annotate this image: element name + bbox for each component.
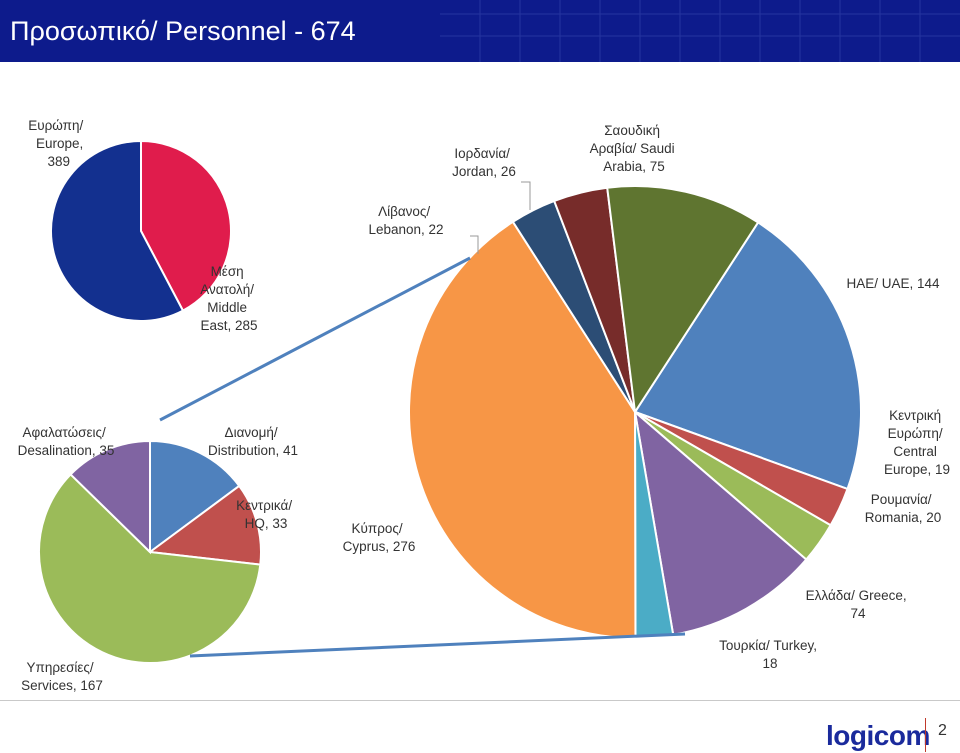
label-saudi-line-2: Αραβία/ Saudi [590,141,675,156]
label-services-line-2: Services, 167 [21,678,103,693]
pie-regions-slice-1 [50,139,185,322]
label-central-europe-line-1: Κεντρική [889,408,941,423]
label-turkey: Τουρκία/ Turkey, 18 [719,638,821,671]
logicom-logo: logicom [826,720,930,751]
label-desalination: Αφαλατώσεις/ Desalination, 35 [18,425,115,458]
connector-line-top [159,256,471,422]
pie-countries-slice-0 [633,221,862,491]
pie-countries-slice-8 [606,185,760,415]
label-central-europe-line-4: Europe, 19 [884,462,950,477]
label-romania: Ρουμανία/ Romania, 20 [865,492,942,525]
label-jordan-line-1: Ιορδανία/ [454,146,510,161]
label-cyprus-line-1: Κύπρος/ [352,521,403,536]
label-turkey-line-1: Τουρκία/ Turkey, [719,638,817,653]
label-jordan-line-2: Jordan, 26 [452,164,516,179]
label-romania-line-2: Romania, 20 [865,510,942,525]
label-cyprus-line-2: Cyprus, 276 [343,539,416,554]
pie-europe-breakdown-slice-1 [147,484,262,566]
label-central-europe: Κεντρική Ευρώπη/ Central Europe, 19 [884,408,950,477]
label-middle-east-line-2: Ανατολή/ [200,282,254,297]
label-desalination-line-2: Desalination, 35 [18,443,115,458]
label-middle-east: Μέση Ανατολή/ Middle East, 285 [200,264,257,333]
connector-line-bottom [189,632,686,658]
pie-europe-breakdown-slice-0 [149,439,241,554]
footer-accent-bar [925,718,926,752]
label-services: Υπηρεσίες/ Services, 167 [21,660,103,693]
label-turkey-line-2: 18 [762,656,777,671]
pie-europe-breakdown-slice-3 [69,439,151,555]
label-romania-line-1: Ρουμανία/ [871,492,932,507]
label-distribution-line-2: Distribution, 41 [208,443,298,458]
label-jordan: Ιορδανία/ Jordan, 26 [452,146,516,179]
label-distribution: Διανομή/ Distribution, 41 [208,425,298,458]
label-greece-line-1: Ελλάδα/ Greece, [806,588,907,603]
label-saudi-line-3: Arabia, 75 [603,159,665,174]
label-middle-east-line-1: Μέση [211,264,244,279]
label-hq: Κεντρικά/ HQ, 33 [236,498,296,531]
label-lebanon-line-2: Lebanon, 22 [368,222,443,237]
label-services-line-1: Υπηρεσίες/ [27,660,94,675]
label-greece-line-2: 74 [850,606,866,621]
pie-europe-breakdown-slice-2 [38,472,262,664]
pie-regions-slice-0 [140,139,232,312]
label-middle-east-line-4: East, 285 [200,318,257,333]
label-desalination-line-1: Αφαλατώσεις/ [23,425,106,440]
label-europe-line-3: 389 [47,154,70,169]
personnel-pie-charts: Ευρώπη/ Europe, 389 Μέση Ανατολή/ Middle… [18,118,950,693]
label-lebanon: Λίβανος/ Lebanon, 22 [368,204,443,237]
label-distribution-line-1: Διανομή/ [225,425,278,440]
label-central-europe-line-2: Ευρώπη/ [888,426,943,441]
footer-divider [0,700,960,701]
label-greece: Ελλάδα/ Greece, 74 [806,588,911,621]
label-central-europe-line-3: Central [893,444,937,459]
label-middle-east-line-3: Middle [207,300,247,315]
page-title: Προσωπικό/ Personnel - 674 [10,16,356,46]
label-europe-line-2: Europe, [36,136,83,151]
label-uae: ΗΑΕ/ UAE, 144 [846,276,940,291]
label-saudi-line-1: Σαουδική [604,123,660,138]
leader-line-jordan [521,181,531,210]
label-hq-line-2: HQ, 33 [245,516,288,531]
label-hq-line-1: Κεντρικά/ [236,498,292,513]
label-europe: Ευρώπη/ Europe, 389 [28,118,87,169]
header-grid-pattern [440,0,960,62]
label-saudi-arabia: Σαουδική Αραβία/ Saudi Arabia, 75 [590,123,679,174]
label-uae-line-1: ΗΑΕ/ UAE, 144 [846,276,940,291]
header-bar: Προσωπικό/ Personnel - 674 [0,0,960,62]
leader-line-lebanon [470,235,479,254]
label-lebanon-line-1: Λίβανος/ [378,204,430,219]
label-europe-line-1: Ευρώπη/ [28,118,83,133]
page-number: 2 [938,722,947,739]
label-cyprus: Κύπρος/ Cyprus, 276 [343,521,416,554]
